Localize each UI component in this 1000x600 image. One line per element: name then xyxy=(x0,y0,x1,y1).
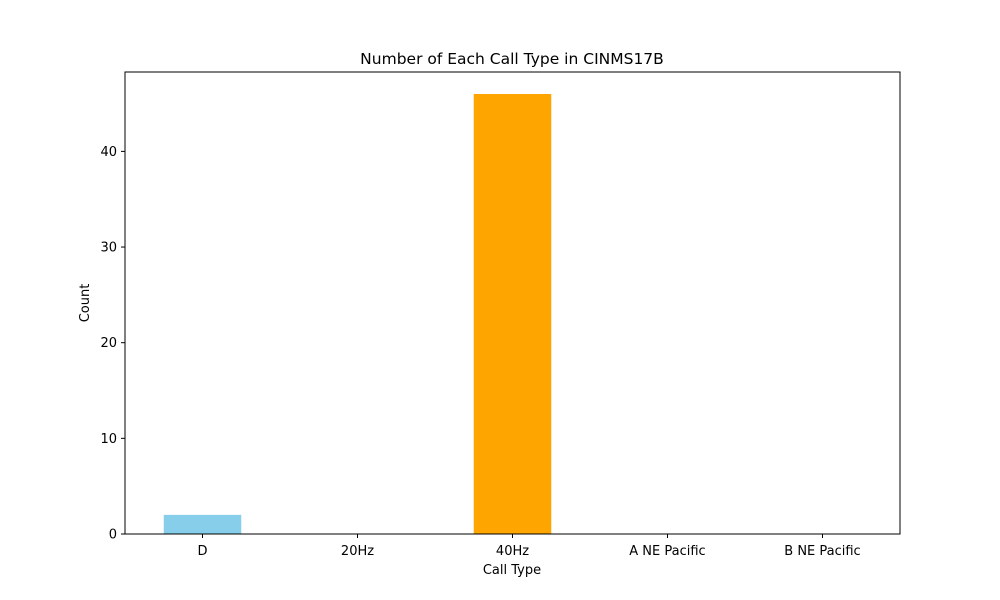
x-tick-label: 20Hz xyxy=(341,544,374,559)
y-tick-label: 20 xyxy=(100,336,117,351)
y-tick-label: 40 xyxy=(100,145,117,160)
bar-d xyxy=(163,514,242,534)
y-axis-label: Count xyxy=(78,284,93,323)
y-tick-label: 0 xyxy=(109,528,117,543)
y-tick-label: 10 xyxy=(100,432,117,447)
x-tick-label: D xyxy=(197,544,207,559)
y-axis: 0 10 20 30 40 xyxy=(100,145,125,543)
x-tick-label: 40Hz xyxy=(496,544,529,559)
x-axis-label: Call Type xyxy=(483,563,541,578)
bars-layer xyxy=(163,94,552,534)
x-axis: D 20Hz 40Hz A NE Pacific B NE Pacific xyxy=(197,534,861,559)
chart-title: Number of Each Call Type in CINMS17B xyxy=(360,50,664,68)
y-tick-label: 30 xyxy=(100,241,117,256)
bar-40hz xyxy=(473,94,552,534)
x-tick-label: A NE Pacific xyxy=(629,544,705,559)
x-tick-label: B NE Pacific xyxy=(784,544,860,559)
